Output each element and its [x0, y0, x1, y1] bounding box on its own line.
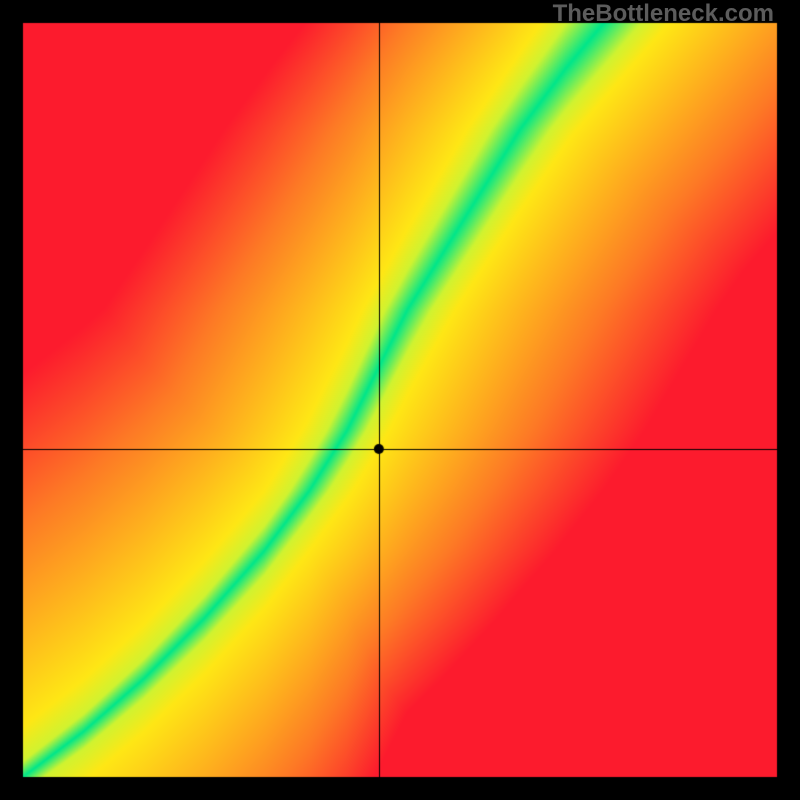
watermark-text: TheBottleneck.com — [553, 0, 774, 28]
bottleneck-heatmap — [0, 0, 800, 800]
